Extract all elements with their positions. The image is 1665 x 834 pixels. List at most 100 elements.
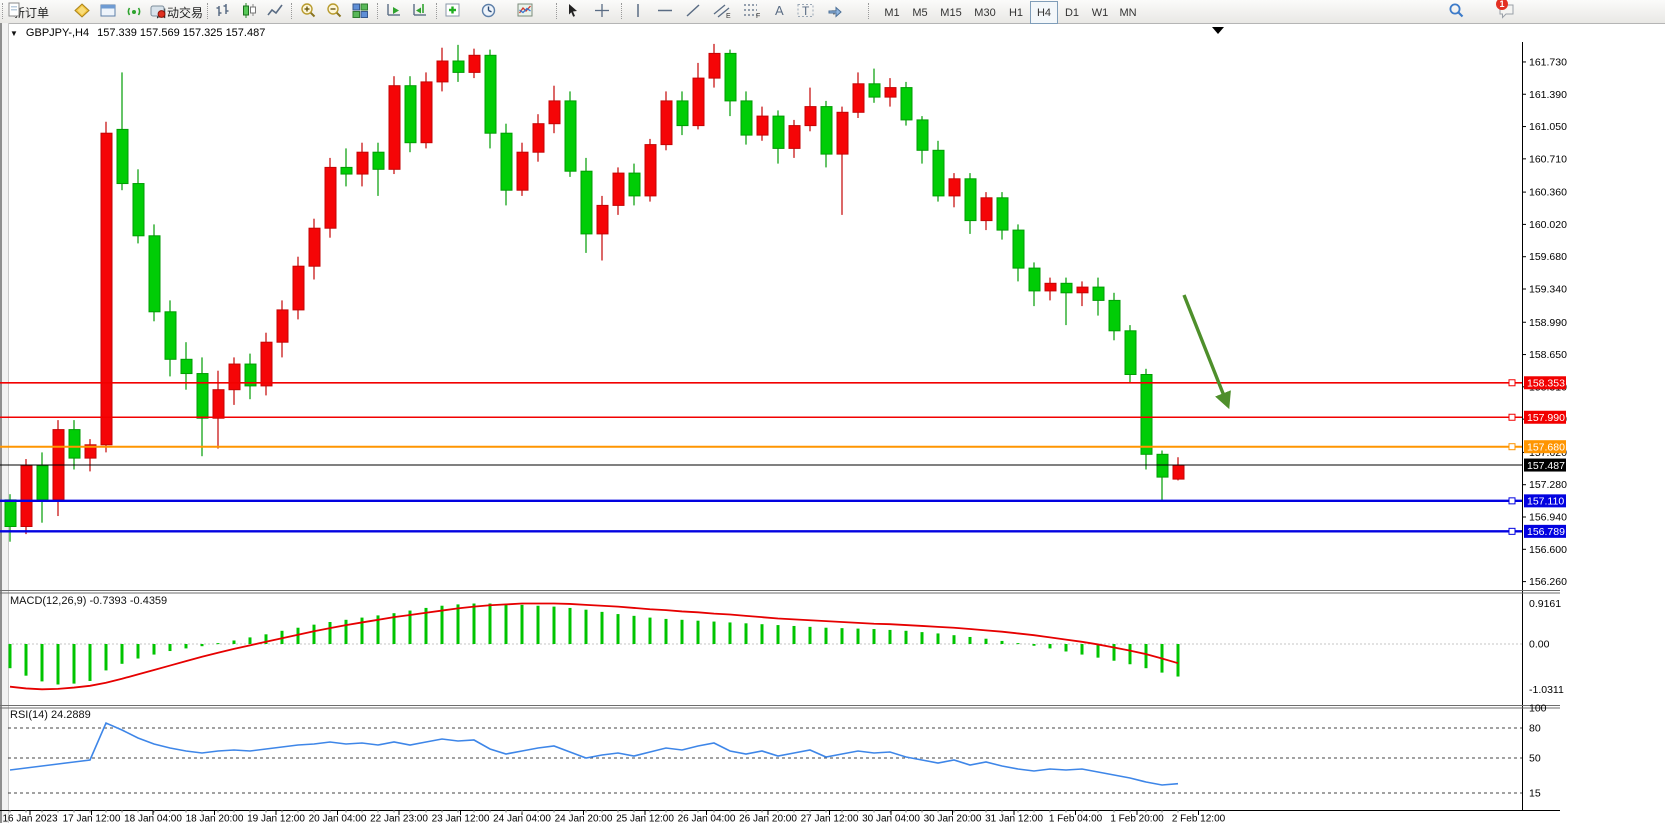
macd-histogram-bar xyxy=(360,617,364,644)
macd-histogram-bar xyxy=(344,619,348,644)
new-order-button[interactable]: 新订单 xyxy=(6,1,53,24)
price-axis-label: 157.280 xyxy=(1529,479,1567,491)
tf-button-M30[interactable]: M30 xyxy=(974,6,996,19)
line-chart-button[interactable] xyxy=(265,1,283,24)
candle-chart-button[interactable] xyxy=(239,1,256,24)
candle-body xyxy=(996,197,1009,231)
candle-body xyxy=(212,389,225,419)
candle-body xyxy=(276,309,289,343)
hline-handle[interactable] xyxy=(1508,527,1516,535)
text-label-button[interactable]: T xyxy=(795,1,814,24)
sell-arrow-annotation[interactable] xyxy=(1182,294,1231,410)
price-axis-label: 161.050 xyxy=(1529,121,1567,133)
macd-histogram-bar xyxy=(312,624,316,644)
separator xyxy=(556,3,558,19)
macd-histogram-bar xyxy=(40,644,44,682)
hline-handle[interactable] xyxy=(1508,443,1516,451)
gold-diamond-icon[interactable] xyxy=(72,1,90,24)
separator xyxy=(377,3,379,19)
price-tag-label: 158.353 xyxy=(1527,378,1565,390)
separator xyxy=(868,3,870,19)
crosshair-button[interactable] xyxy=(592,1,609,24)
candle-body xyxy=(36,465,49,501)
tf-button-H1[interactable]: H1 xyxy=(1008,6,1024,19)
price-axis-label: 161.730 xyxy=(1529,56,1567,68)
notifications-button[interactable]: 1 xyxy=(1496,0,1514,24)
zoom-in-button[interactable] xyxy=(298,1,316,24)
candle-body xyxy=(308,227,321,267)
candle-body xyxy=(132,183,145,237)
chart-shift-button[interactable] xyxy=(410,1,426,24)
horizontal-line-button[interactable] xyxy=(655,1,672,24)
tf-button-D1[interactable]: D1 xyxy=(1064,6,1080,19)
candle-body xyxy=(1028,267,1041,292)
candle-body xyxy=(1092,286,1105,301)
hline-handle[interactable] xyxy=(1508,497,1516,505)
periods-button[interactable]: ▼ xyxy=(479,1,496,24)
tf-button-M5[interactable]: M5 xyxy=(912,6,928,19)
macd-signal-line xyxy=(9,602,1179,691)
indicators-button[interactable]: ▼ xyxy=(443,1,460,24)
fibonacci-button[interactable]: F xyxy=(741,1,760,24)
candle-body xyxy=(1044,282,1057,292)
macd-histogram-bar xyxy=(1080,644,1084,655)
chart-window-icon[interactable] xyxy=(98,1,116,24)
macd-histogram-bar xyxy=(440,605,444,644)
svg-text:E: E xyxy=(726,13,731,19)
macd-histogram-bar xyxy=(712,621,716,644)
zoom-out-button[interactable] xyxy=(324,1,342,24)
tf-button-M1[interactable]: M1 xyxy=(884,6,900,19)
candle-body xyxy=(532,123,545,153)
tile-windows-button[interactable] xyxy=(350,1,368,24)
candle-body xyxy=(500,132,513,191)
macd-histogram-bar xyxy=(248,637,252,644)
tf-button-M15[interactable]: M15 xyxy=(940,6,962,19)
tf-button-W1[interactable]: W1 xyxy=(1091,6,1109,19)
tf-button-H4[interactable]: H4 xyxy=(1030,1,1058,24)
separator xyxy=(621,3,623,19)
cursor-button[interactable] xyxy=(563,1,577,24)
vertical-line-button[interactable] xyxy=(629,1,639,24)
shapes-button[interactable]: ▼ xyxy=(825,1,842,24)
autotrade-button[interactable]: 自动交易 xyxy=(148,1,207,24)
time-axis-label: 30 Jan 20:00 xyxy=(924,814,982,825)
time-axis-label: 19 Jan 12:00 xyxy=(247,814,305,825)
trendline-button[interactable] xyxy=(683,1,700,24)
hline-handle[interactable] xyxy=(1508,413,1516,421)
hline-handle[interactable] xyxy=(1508,379,1516,387)
macd-histogram-bar xyxy=(200,644,204,647)
equidistant-channel-button[interactable]: E xyxy=(711,1,731,24)
candle-body xyxy=(4,499,17,527)
macd-value-main: -0.7393 xyxy=(89,595,127,607)
search-button[interactable] xyxy=(1446,1,1464,24)
macd-histogram-bar xyxy=(536,605,540,644)
separator xyxy=(207,3,209,19)
price-axis-label: 160.020 xyxy=(1529,219,1567,231)
macd-histogram-bar xyxy=(1032,644,1036,646)
candle-body xyxy=(324,166,337,229)
svg-text:A: A xyxy=(775,3,784,18)
macd-histogram-bar xyxy=(104,644,108,671)
text-button[interactable]: A xyxy=(771,1,784,24)
macd-histogram-bar xyxy=(1064,644,1068,652)
macd-histogram-bar xyxy=(648,617,652,644)
candle-body xyxy=(228,363,241,391)
candle-body xyxy=(196,373,209,419)
chart-shift-marker[interactable] xyxy=(1212,27,1224,34)
signal-icon[interactable] xyxy=(124,1,141,24)
candle-body xyxy=(356,151,369,175)
price-tag xyxy=(1524,494,1566,508)
new-order-label: 新订单 xyxy=(13,6,50,20)
autoscroll-button[interactable] xyxy=(384,1,400,24)
candle-body xyxy=(468,54,481,73)
price-axis-label: 158.650 xyxy=(1529,349,1567,361)
tf-button-MN[interactable]: MN xyxy=(1119,6,1137,19)
bars-chart-button[interactable] xyxy=(213,1,229,24)
macd-histogram-bar xyxy=(488,603,492,644)
rsi-axis-label: 15 xyxy=(1529,788,1541,800)
collapse-arrow-icon[interactable]: ▼ xyxy=(10,28,18,38)
macd-histogram-bar xyxy=(776,625,780,644)
macd-histogram-bar xyxy=(600,611,604,644)
templates-button[interactable]: ▼ xyxy=(515,1,533,24)
